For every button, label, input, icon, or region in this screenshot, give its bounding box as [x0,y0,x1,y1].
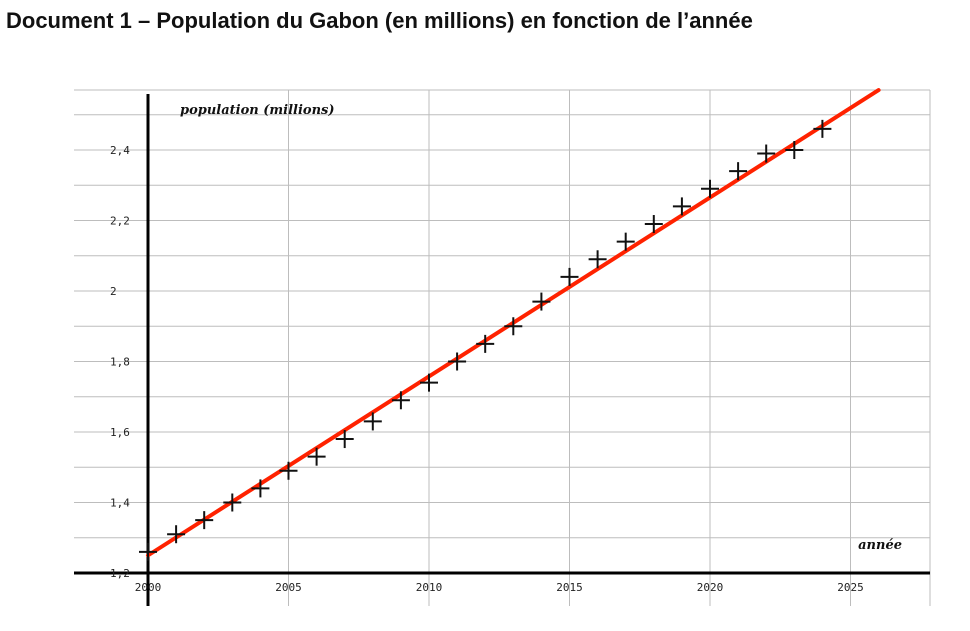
page-title: Document 1 – Population du Gabon (en mil… [6,8,753,33]
y-axis-label: population (millions) [180,103,335,118]
data-point [251,479,270,498]
data-point [616,232,635,251]
x-tick-label: 2020 [697,581,724,594]
grid [74,89,931,606]
data-point [476,334,495,353]
data-point [335,430,354,449]
data-point [279,461,298,480]
data-point [504,317,523,336]
data-point [532,292,551,311]
data-point [139,542,157,561]
data-point [672,197,691,216]
data-point [701,179,719,198]
data-point [448,352,467,371]
x-axis-label: année [858,538,902,553]
data-point [167,525,186,544]
x-tick-label: 2015 [556,581,583,594]
data-point [644,215,663,234]
data-point [307,447,326,466]
data-point [223,493,242,512]
data-point [813,119,832,138]
y-tick-label: 1,8 [110,356,130,369]
y-tick-label: 2,4 [110,144,130,157]
data-point [195,511,214,530]
y-tick-label: 2,2 [110,215,130,228]
data-point [363,412,382,431]
x-tick-label: 2005 [275,581,302,594]
y-tick-label: 1,4 [110,497,130,510]
data-points [139,119,832,561]
data-point [560,267,579,286]
data-point [757,144,776,163]
y-tick-label: 1,6 [110,426,130,439]
y-tick-label: 1,2 [110,567,130,580]
data-point [391,391,410,410]
data-point [729,162,748,181]
y-tick-label: 2 [110,285,117,298]
tick-labels: 2000 2005 2010 2015 2020 2025 1,2 1,4 1,6 1,8 2 2,2… [110,144,864,594]
axes [74,94,930,606]
data-point [785,141,804,159]
data-point [588,250,607,269]
data-point [420,373,438,392]
x-tick-label: 2010 [416,581,443,594]
x-tick-label: 2000 [135,581,162,594]
x-tick-label: 2025 [837,581,864,594]
